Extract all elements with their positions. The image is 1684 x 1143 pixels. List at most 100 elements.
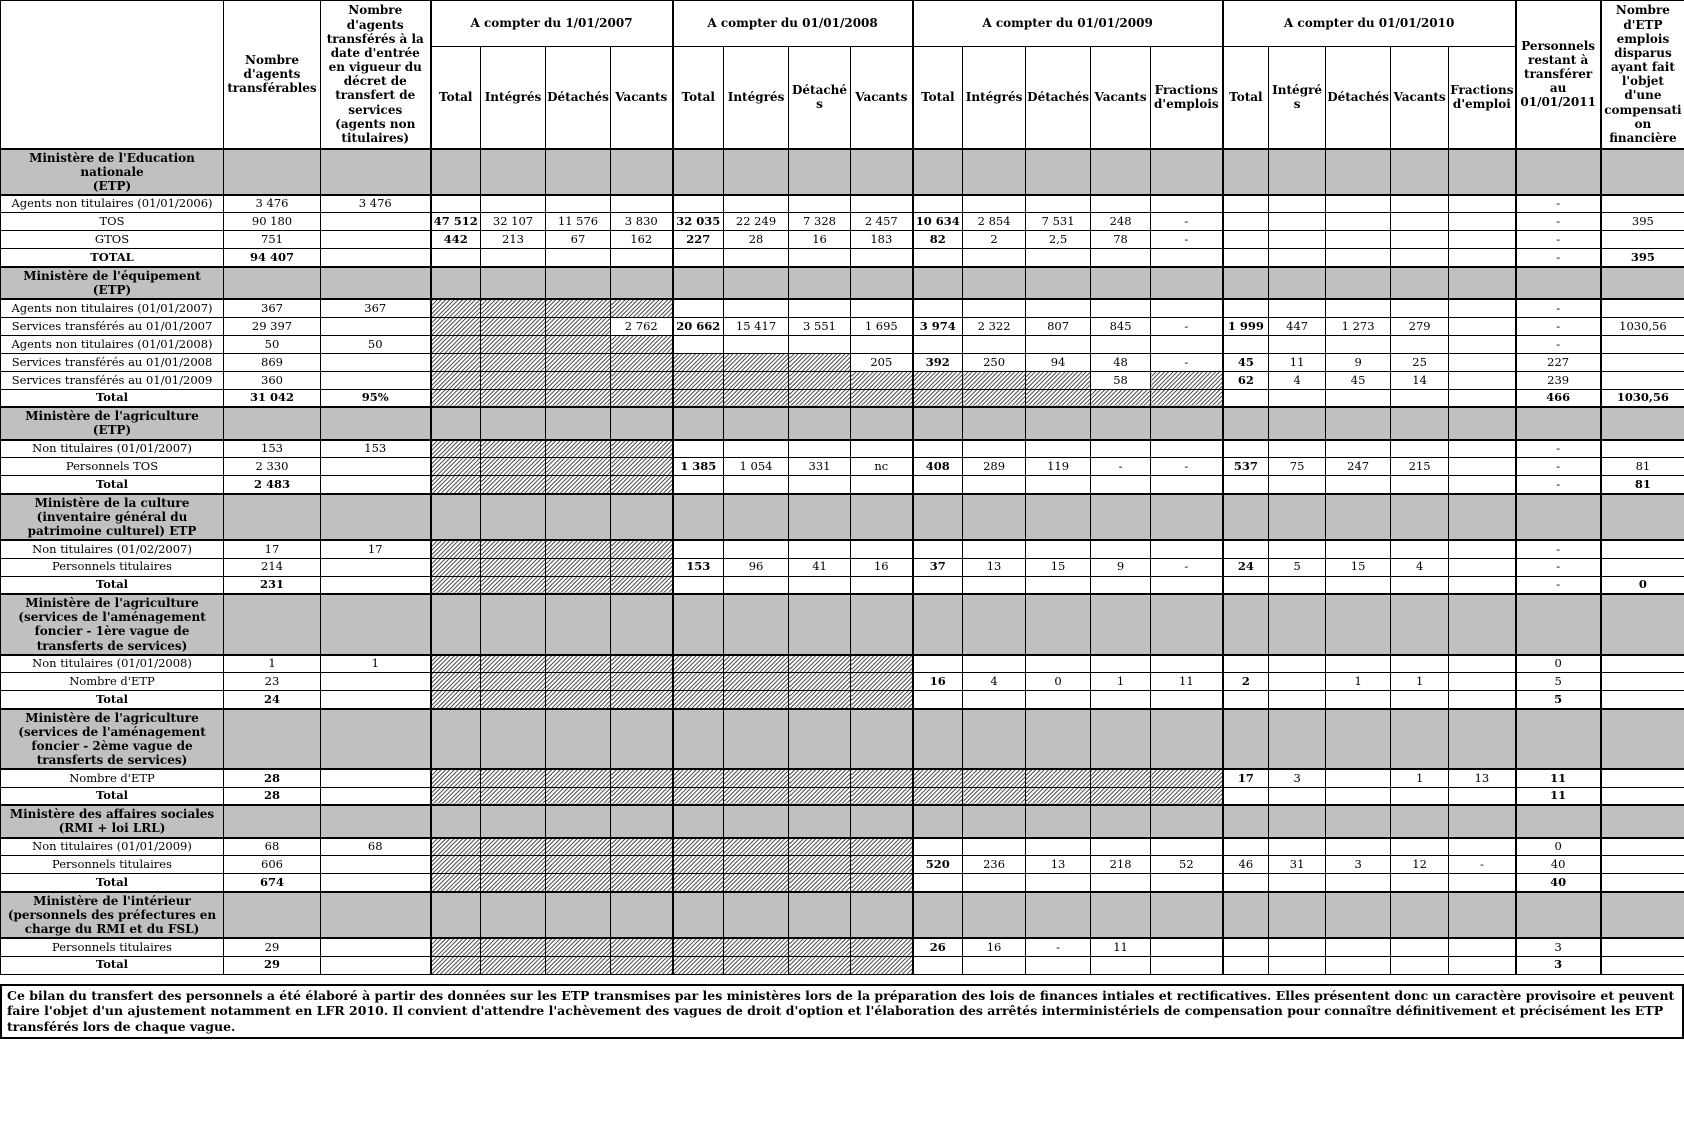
- table-cell: 16: [850, 557, 914, 577]
- hatched-cell: [545, 855, 611, 875]
- section-cell: [911, 406, 964, 441]
- table-cell: [1221, 937, 1270, 957]
- table-row: Total 2 483 -81: [0, 475, 1684, 495]
- row-label: Non titulaires (01/02/2007): [0, 539, 224, 559]
- hatched-cell: [429, 855, 481, 875]
- table-cell: 331: [788, 457, 852, 477]
- section-cell: [545, 804, 611, 839]
- table-cell: [1325, 388, 1392, 408]
- table-cell: [545, 194, 611, 214]
- table-cell: 3 551: [788, 316, 852, 336]
- hatched-cell: [545, 672, 611, 692]
- table-cell: [1448, 248, 1517, 268]
- hatched-cell: [545, 475, 611, 495]
- section-cell: [788, 804, 852, 839]
- col-subheader: Intégrés: [1268, 46, 1327, 149]
- table-cell: 2,5: [1025, 230, 1092, 250]
- table-cell: 29: [223, 937, 321, 957]
- table-cell: 4: [1268, 370, 1327, 390]
- table-cell: [1599, 334, 1684, 354]
- section-cell: [1448, 406, 1517, 441]
- table-cell: [1599, 672, 1684, 692]
- table-cell: [911, 873, 964, 893]
- section-cell: [609, 492, 674, 542]
- col-subheader: Vacants: [1090, 46, 1152, 149]
- hatched-cell: [788, 768, 852, 788]
- table-cell: [1448, 786, 1517, 806]
- table-row: Personnels titulaires 606 520 236 13 218 52 46 3…: [0, 855, 1684, 875]
- table-row: Total 24 5: [0, 690, 1684, 710]
- table-cell: [1090, 475, 1152, 495]
- table-cell: [1325, 873, 1392, 893]
- section-cell: [480, 492, 546, 542]
- section-cell: [1325, 147, 1392, 196]
- section-cell: [223, 890, 321, 940]
- table-cell: [1025, 837, 1092, 857]
- section-cell: [609, 147, 674, 196]
- table-cell: [1390, 837, 1450, 857]
- hatched-cell: [850, 955, 914, 975]
- table-cell: [1325, 475, 1392, 495]
- table-row: Services transférés au 01/01/2007 29 397 2…: [0, 316, 1684, 336]
- table-cell: 1 999: [1221, 316, 1270, 336]
- section-cell: [1268, 265, 1327, 301]
- table-cell: [1599, 654, 1684, 674]
- table-cell: [320, 855, 431, 875]
- section-cell: [480, 406, 546, 441]
- hatched-cell: [671, 786, 725, 806]
- hatched-cell: [429, 388, 481, 408]
- hatched-cell: [609, 955, 674, 975]
- table-cell: 367: [223, 298, 321, 318]
- hatched-cell: [609, 352, 674, 372]
- table-cell: [1448, 557, 1517, 577]
- row-label: Total: [0, 690, 224, 710]
- table-cell: -: [1150, 457, 1224, 477]
- section-row: Ministère des affaires sociales (RMI + l…: [0, 804, 1684, 839]
- table-cell: [962, 248, 1027, 268]
- section-cell: [1599, 890, 1684, 940]
- table-cell: 48: [1090, 352, 1152, 372]
- hatched-cell: [480, 334, 546, 354]
- table-cell: 14: [1390, 370, 1450, 390]
- table-cell: [1390, 194, 1450, 214]
- table-cell: [1025, 873, 1092, 893]
- section-cell: [1448, 707, 1517, 771]
- hatched-cell: [545, 575, 611, 595]
- table-cell: [1448, 837, 1517, 857]
- table-cell: [480, 194, 546, 214]
- table-cell: 50: [320, 334, 431, 354]
- hatched-cell: [1090, 768, 1152, 788]
- table-cell: 1: [1325, 672, 1392, 692]
- table-cell: [723, 334, 790, 354]
- hatched-cell: [429, 475, 481, 495]
- table-cell: [1599, 786, 1684, 806]
- table-cell: [1448, 439, 1517, 459]
- hatched-cell: [480, 352, 546, 372]
- section-cell: [609, 804, 674, 839]
- table-cell: [320, 230, 431, 250]
- table-cell: [320, 955, 431, 975]
- table-cell: 1 385: [671, 457, 725, 477]
- table-cell: [850, 334, 914, 354]
- table-cell: 231: [223, 575, 321, 595]
- section-cell: [723, 804, 790, 839]
- table-cell: [671, 194, 725, 214]
- section-cell: [911, 804, 964, 839]
- row-label: Personnels titulaires: [0, 855, 224, 875]
- table-cell: [1221, 873, 1270, 893]
- table-cell: [1599, 855, 1684, 875]
- section-cell: [1025, 593, 1092, 656]
- section-cell: [1599, 406, 1684, 441]
- table-cell: 62: [1221, 370, 1270, 390]
- section-cell: [1390, 406, 1450, 441]
- table-cell: -: [1025, 937, 1092, 957]
- table-cell: [1325, 768, 1392, 788]
- section-cell: [962, 147, 1027, 196]
- table-cell: 82: [911, 230, 964, 250]
- section-cell: [723, 890, 790, 940]
- table-cell: -: [1150, 557, 1224, 577]
- col-subheader: Détachés: [545, 46, 611, 149]
- table-cell: 40: [1514, 873, 1602, 893]
- hatched-cell: [609, 937, 674, 957]
- section-cell: [1090, 804, 1152, 839]
